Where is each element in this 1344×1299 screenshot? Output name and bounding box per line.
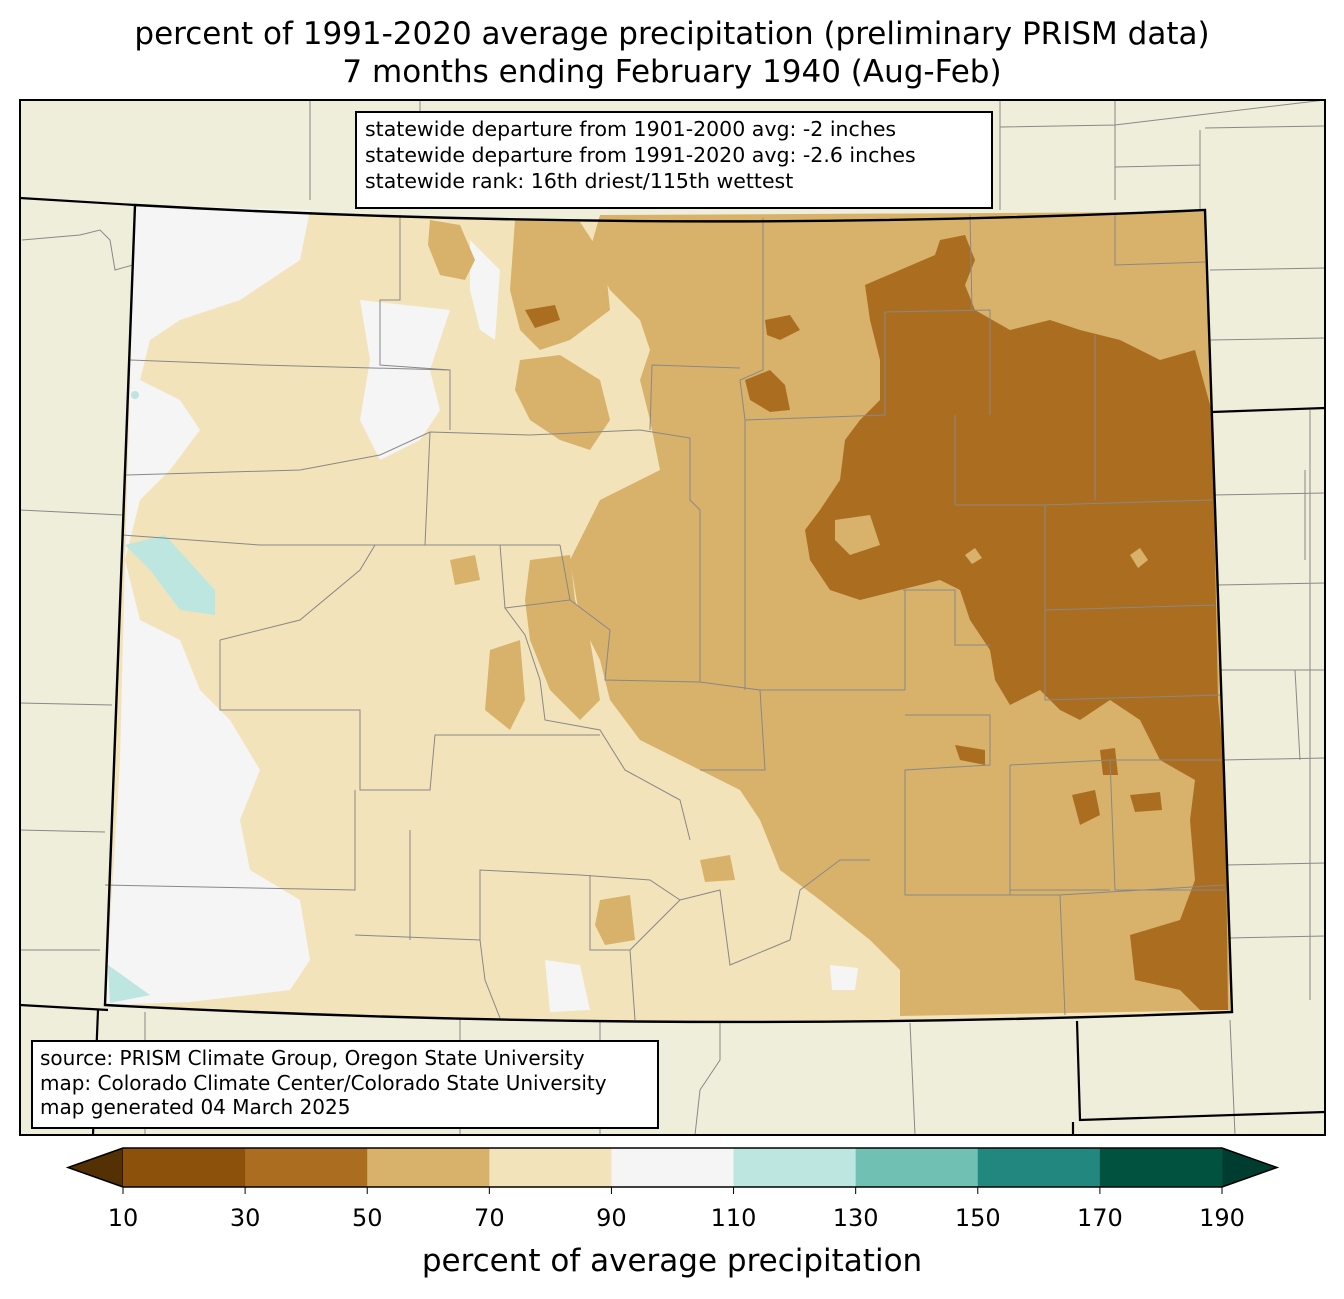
region-50-70-hole-c [965, 548, 982, 564]
region-30-50-spot-g [1100, 748, 1118, 775]
colorbar-tick-label: 130 [832, 1204, 879, 1232]
colorbar-segment [977, 1148, 1101, 1187]
region-50-70-south [595, 895, 635, 945]
colorbar-segment [855, 1148, 979, 1187]
region-50-70-northwest [428, 220, 475, 280]
map-frame [19, 99, 1326, 1136]
colorbar-segment [611, 1148, 735, 1187]
source-map-credit: map: Colorado Climate Center/Colorado St… [40, 1070, 607, 1095]
colorbar-label: percent of average precipitation [421, 1243, 923, 1279]
colorbar-tick-label: 190 [1199, 1204, 1245, 1232]
source-box: source: PRISM Climate Group, Oregon Stat… [31, 1040, 659, 1129]
source-generated-date: map generated 04 March 2025 [40, 1095, 351, 1119]
colorbar-tick-label: 10 [107, 1204, 139, 1232]
region-90-110-southeast [830, 965, 858, 990]
colorbar-segment [245, 1148, 368, 1187]
region-90-110-north [470, 240, 500, 340]
colorbar-segment [123, 1148, 246, 1187]
region-90-110-west [105, 205, 310, 1005]
colorbar-tick-label: 110 [710, 1204, 757, 1232]
colorbar-tick-label: 50 [351, 1204, 383, 1232]
region-90-110-south [545, 960, 590, 1012]
region-30-50-spot-e [1130, 792, 1162, 812]
region-50-70-central [525, 555, 600, 720]
region-110-130-west [125, 535, 215, 615]
colorbar-over-arrow [1221, 1147, 1279, 1188]
region-30-50-spot-b [765, 315, 800, 340]
region-30-50-east [805, 235, 1228, 1010]
colorbar-tick-label: 30 [229, 1204, 261, 1232]
region-30-50-spot-c [525, 305, 560, 328]
stats-rank: statewide rank: 16th driest/115th wettes… [365, 169, 794, 193]
region-50-70-hole [835, 515, 880, 555]
region-50-70-central-west [485, 640, 525, 730]
region-50-70-spot-south [700, 855, 735, 882]
colorbar-tick-label: 90 [596, 1204, 627, 1232]
colorbar-segment [733, 1148, 857, 1187]
region-30-50-spot-d [1072, 790, 1100, 825]
colorbar-tick-label: 70 [474, 1204, 505, 1232]
region-90-110-northcentral [360, 300, 450, 460]
stats-departure-1991-2020: statewide departure from 1991-2020 avg: … [365, 143, 916, 167]
region-110-130-spot [131, 391, 139, 399]
colorbar-tick-label: 150 [954, 1204, 1001, 1232]
region-30-50-spot-a [745, 370, 790, 412]
region-30-50-spot-f [955, 745, 985, 765]
map-title-line2: 7 months ending February 1940 (Aug-Feb) [342, 54, 1002, 90]
statewide-stats-box: statewide departure from 1901-2000 avg: … [355, 111, 993, 209]
colorado-state-outline [103, 203, 1234, 1024]
map-title-line1: percent of 1991-2020 average precipitati… [134, 16, 1210, 52]
county-lines [104, 214, 1226, 1021]
region-50-70-spot [450, 555, 480, 585]
colorbar-tick-label: 170 [1076, 1204, 1123, 1232]
colorbar-segment [367, 1148, 490, 1187]
colorbar-under-arrow [66, 1147, 124, 1188]
region-50-70-northcentral [515, 355, 610, 450]
region-110-130-southwest [108, 965, 150, 1003]
colorbar [65, 1147, 1280, 1194]
colorbar-segment [489, 1148, 612, 1187]
colorbar-segment [1099, 1148, 1223, 1187]
source-prism: source: PRISM Climate Group, Oregon Stat… [40, 1046, 585, 1070]
region-50-70-hole-b [1130, 548, 1148, 568]
stats-departure-1901-2000: statewide departure from 1901-2000 avg: … [365, 117, 897, 141]
